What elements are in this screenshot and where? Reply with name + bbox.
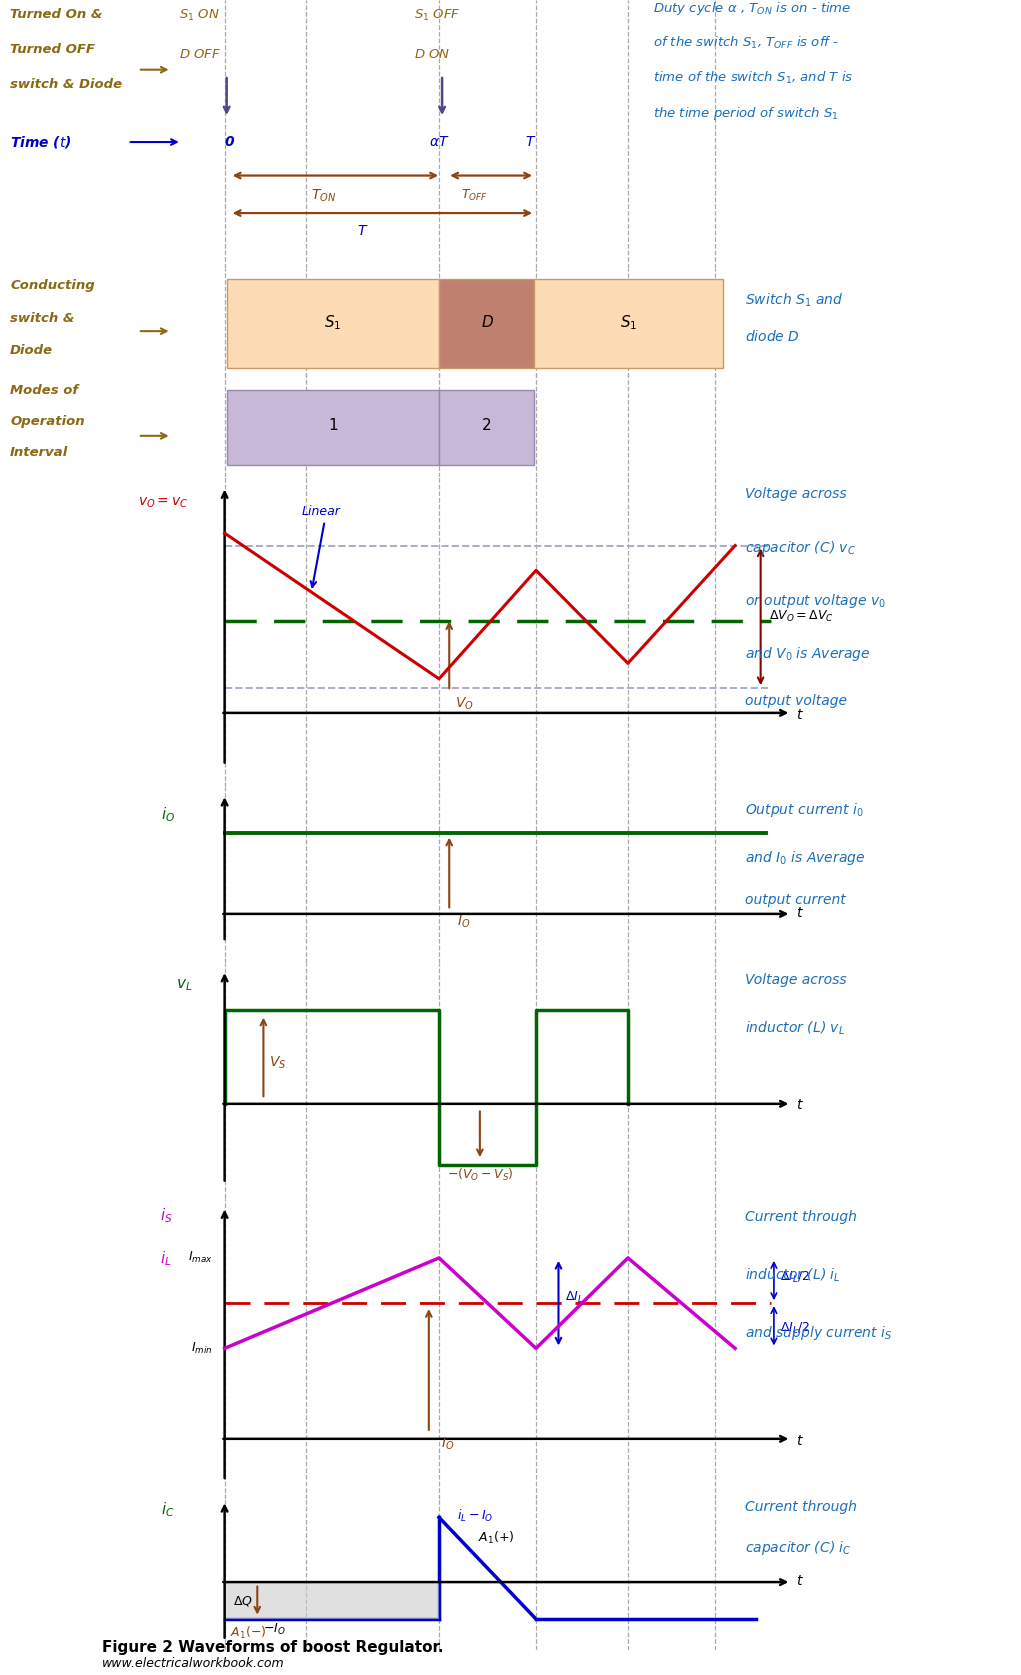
Text: Interval: Interval — [10, 446, 68, 459]
Text: Voltage across: Voltage across — [745, 973, 847, 987]
Text: Duty cycle $\alpha$ , $T_{ON}$ is on - time: Duty cycle $\alpha$ , $T_{ON}$ is on - t… — [653, 0, 852, 17]
Text: $t$: $t$ — [796, 709, 805, 722]
Text: Operation: Operation — [10, 415, 85, 429]
Text: $i_O$: $i_O$ — [161, 804, 176, 824]
Text: $V_O$: $V_O$ — [455, 695, 474, 712]
Text: 0: 0 — [225, 136, 234, 149]
Text: $\Delta I_L/2$: $\Delta I_L/2$ — [780, 1270, 810, 1285]
Text: time of the switch $S_1$, and $T$ is: time of the switch $S_1$, and $T$ is — [653, 70, 854, 85]
Text: of the switch $S_1$, $T_{OFF}$ is off -: of the switch $S_1$, $T_{OFF}$ is off - — [653, 35, 839, 50]
Bar — [227, 390, 439, 466]
Text: $\Delta V_O = \Delta V_C$: $\Delta V_O = \Delta V_C$ — [769, 610, 834, 625]
Text: $i_L - I_O$: $i_L - I_O$ — [457, 1508, 494, 1524]
Text: and $V_0$ is Average: and $V_0$ is Average — [745, 645, 871, 663]
Text: $v_O = v_C$: $v_O = v_C$ — [138, 496, 188, 511]
Text: 2: 2 — [482, 419, 492, 432]
Text: output current: output current — [745, 893, 846, 906]
Text: $t$: $t$ — [796, 1574, 805, 1588]
Bar — [439, 278, 534, 368]
Text: www.electricalworkbook.com: www.electricalworkbook.com — [102, 1657, 285, 1670]
Text: $I_{max}$: $I_{max}$ — [188, 1250, 212, 1266]
Text: $t$: $t$ — [796, 1097, 805, 1112]
Text: inductor ($L$) $i_L$: inductor ($L$) $i_L$ — [745, 1266, 841, 1285]
Text: capacitor ($C$) $i_C$: capacitor ($C$) $i_C$ — [745, 1539, 852, 1558]
Text: $T_{OFF}$: $T_{OFF}$ — [461, 188, 488, 203]
Text: $D$ OFF: $D$ OFF — [179, 49, 221, 62]
Bar — [534, 278, 723, 368]
Text: Turned On &: Turned On & — [10, 8, 102, 22]
Text: $S_1$ OFF: $S_1$ OFF — [414, 8, 460, 23]
Text: Diode: Diode — [10, 343, 53, 357]
Text: $S_1$: $S_1$ — [324, 313, 342, 332]
Text: $\alpha T$: $\alpha T$ — [429, 136, 449, 149]
Text: $t$: $t$ — [796, 906, 805, 920]
Bar — [227, 278, 439, 368]
Text: Time ($t$): Time ($t$) — [10, 134, 71, 151]
Text: $i_C$: $i_C$ — [161, 1501, 175, 1519]
Text: inductor ($L$) $v_L$: inductor ($L$) $v_L$ — [745, 1020, 845, 1037]
Text: $t$: $t$ — [796, 1434, 805, 1447]
Text: Switch $S_1$ and: Switch $S_1$ and — [745, 291, 843, 310]
Text: and supply current $i_S$: and supply current $i_S$ — [745, 1325, 892, 1342]
Text: $-I_O$: $-I_O$ — [263, 1621, 286, 1636]
Text: $I_{min}$: $I_{min}$ — [191, 1340, 212, 1357]
Bar — [439, 390, 534, 466]
Text: and $I_0$ is Average: and $I_0$ is Average — [745, 849, 866, 866]
Text: the time period of switch $S_1$: the time period of switch $S_1$ — [653, 104, 839, 122]
Text: $S_1$: $S_1$ — [620, 313, 638, 332]
Text: $v_L$: $v_L$ — [176, 977, 192, 993]
Text: Conducting: Conducting — [10, 278, 95, 291]
Text: $i_S$: $i_S$ — [160, 1206, 173, 1226]
Text: or output voltage $v_0$: or output voltage $v_0$ — [745, 591, 886, 610]
Text: $A_1 (-)$: $A_1 (-)$ — [230, 1625, 266, 1640]
Text: $T_{ON}$: $T_{ON}$ — [311, 188, 337, 204]
Text: Voltage across: Voltage across — [745, 487, 847, 501]
Text: $-(V_O - V_S)$: $-(V_O - V_S)$ — [447, 1167, 514, 1183]
Text: Figure 2 Waveforms of boost Regulator.: Figure 2 Waveforms of boost Regulator. — [102, 1640, 443, 1655]
Text: $\Delta I_L$: $\Delta I_L$ — [565, 1290, 583, 1305]
Text: $I_O$: $I_O$ — [457, 915, 471, 930]
Text: 1: 1 — [328, 419, 338, 432]
Text: $\Delta I_L/2$: $\Delta I_L/2$ — [780, 1322, 810, 1337]
Text: diode $D$: diode $D$ — [745, 328, 800, 343]
Text: switch & Diode: switch & Diode — [10, 77, 123, 90]
Text: Current through: Current through — [745, 1501, 858, 1514]
Text: $A_1 (+)$: $A_1 (+)$ — [478, 1529, 515, 1546]
Text: Turned OFF: Turned OFF — [10, 44, 95, 55]
Text: Linear: Linear — [301, 506, 340, 518]
Text: $i_L$: $i_L$ — [160, 1250, 172, 1268]
Text: capacitor ($C$) $v_C$: capacitor ($C$) $v_C$ — [745, 539, 857, 558]
Text: $S_1$ ON: $S_1$ ON — [179, 8, 220, 23]
Text: $\Delta Q$: $\Delta Q$ — [233, 1595, 252, 1608]
Text: output voltage: output voltage — [745, 693, 847, 709]
Text: $D$: $D$ — [481, 315, 493, 330]
Text: Current through: Current through — [745, 1209, 858, 1224]
Text: Output current $i_0$: Output current $i_0$ — [745, 801, 865, 819]
Polygon shape — [225, 1583, 439, 1620]
Text: $I_O$: $I_O$ — [441, 1435, 454, 1452]
Text: switch &: switch & — [10, 312, 75, 325]
Text: $V_S$: $V_S$ — [269, 1054, 286, 1070]
Text: Modes of: Modes of — [10, 384, 79, 397]
Text: $D$ ON: $D$ ON — [414, 49, 450, 62]
Text: $T$: $T$ — [525, 136, 536, 149]
Text: $T$: $T$ — [357, 224, 369, 238]
